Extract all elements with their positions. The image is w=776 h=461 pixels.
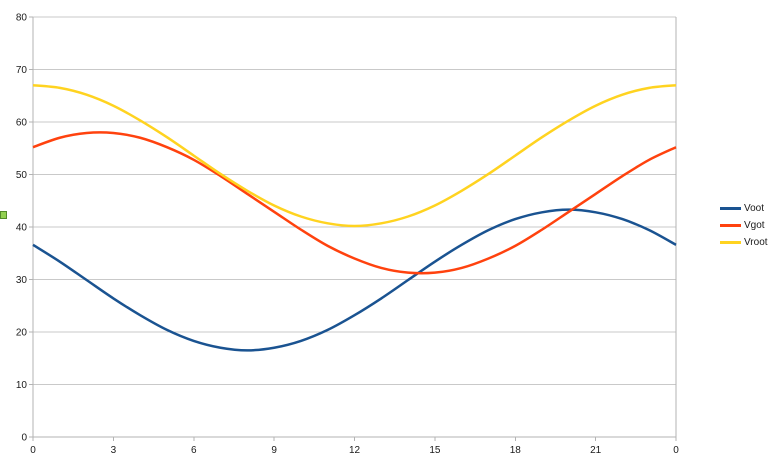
x-axis-label: 18 — [510, 445, 522, 456]
series-line-vgot[interactable] — [32, 131, 677, 275]
y-axis-label: 30 — [16, 275, 28, 286]
series-line-voot[interactable] — [32, 208, 677, 352]
y-axis-label: 20 — [16, 328, 28, 339]
legend-item-voot[interactable]: Voot — [720, 200, 768, 217]
x-axis-label: 6 — [191, 445, 197, 456]
x-axis-label: 21 — [590, 445, 602, 456]
legend: Voot Vgot Vroot — [720, 200, 768, 251]
legend-label: Voot — [744, 202, 765, 214]
x-axis-label: 12 — [349, 445, 361, 456]
selection-handle[interactable] — [0, 211, 7, 219]
series-line-vroot[interactable] — [32, 84, 677, 228]
legend-label: Vgot — [744, 219, 765, 231]
legend-item-vroot[interactable]: Vroot — [720, 234, 768, 251]
x-axis-label: 9 — [271, 445, 277, 456]
legend-line-swatch — [720, 241, 741, 244]
x-axis-label: 15 — [429, 445, 441, 456]
legend-line-swatch — [720, 224, 741, 227]
y-axis-label: 70 — [16, 65, 28, 76]
y-axis-label: 60 — [16, 118, 28, 129]
legend-line-swatch — [720, 207, 741, 210]
y-axis-label: 0 — [21, 433, 27, 444]
x-axis-label: 3 — [111, 445, 117, 456]
y-axis-label: 10 — [16, 380, 28, 391]
x-axis-label: 0 — [30, 445, 36, 456]
y-axis-label: 40 — [16, 223, 28, 234]
y-axis-label: 50 — [16, 170, 28, 181]
legend-item-vgot[interactable]: Vgot — [720, 217, 768, 234]
legend-label: Vroot — [744, 236, 768, 248]
x-axis-label: 0 — [673, 445, 679, 456]
y-axis-label: 80 — [16, 13, 28, 24]
